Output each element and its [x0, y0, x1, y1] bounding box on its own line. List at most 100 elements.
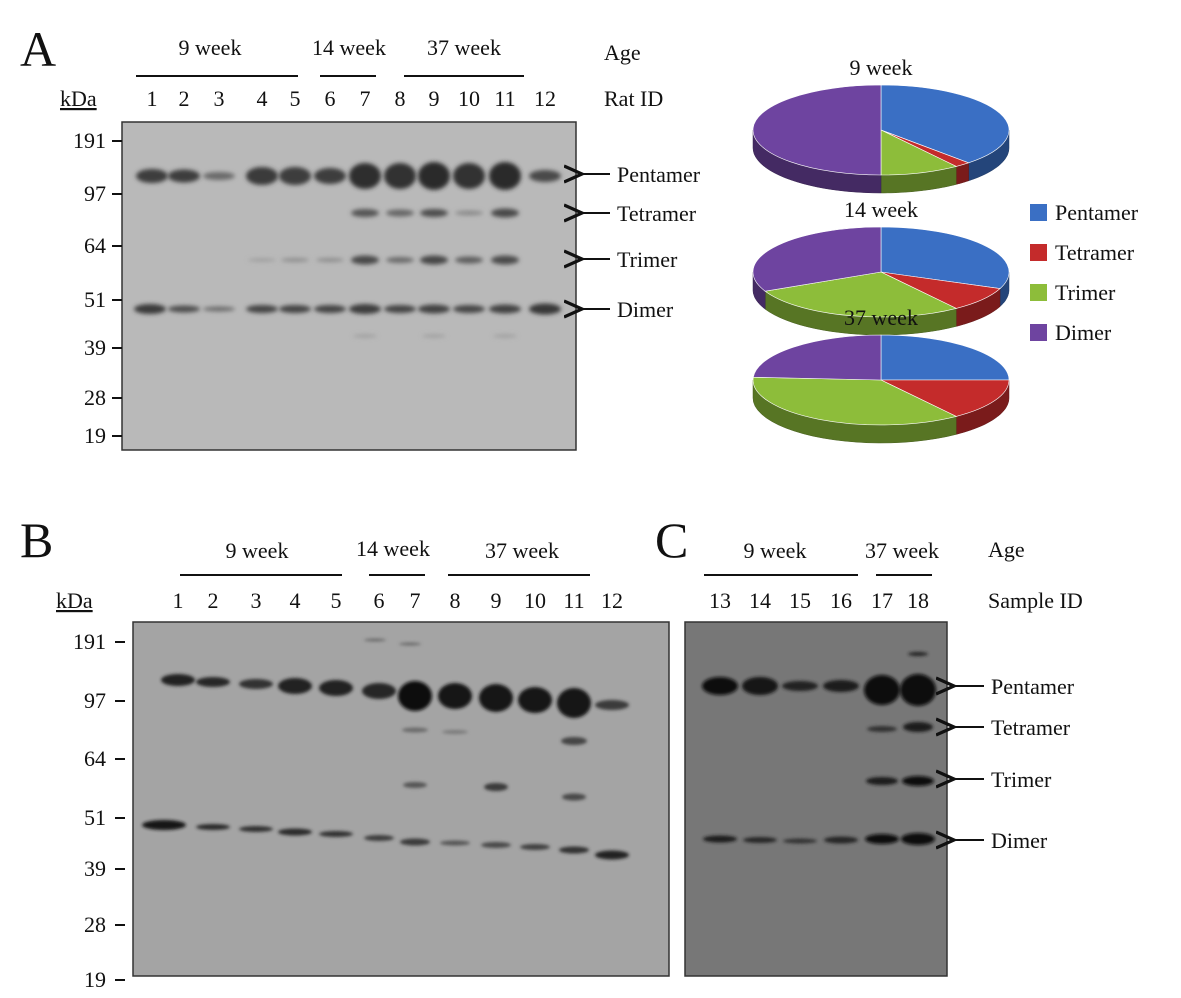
lane-number: 12 — [534, 86, 556, 111]
band-annotations: Pentamer Tetramer Trimer Dimer — [952, 674, 1075, 853]
band-label: Tetramer — [991, 715, 1071, 740]
blot-band — [278, 678, 312, 694]
lane-number: 9 — [429, 86, 440, 111]
blot-band — [319, 831, 353, 837]
blot-band — [316, 258, 344, 262]
pie-slice-pentamer — [880, 334, 1010, 381]
blot-band — [866, 777, 898, 785]
blot-band — [453, 163, 485, 189]
blot-band — [319, 680, 353, 696]
blot-band — [161, 674, 195, 686]
lane-number: 4 — [257, 86, 268, 111]
blot-band — [349, 304, 381, 314]
blot-band — [403, 782, 427, 788]
pie-slice-dimer — [752, 334, 882, 381]
blot-band — [279, 167, 311, 185]
legend-label: Tetramer — [1055, 240, 1135, 265]
lane-number: 10 — [458, 86, 480, 111]
lane-number: 8 — [450, 588, 461, 613]
molecular-weight-markers: 191 97 64 51 39 28 19 — [73, 128, 122, 448]
pie-slice-trimer — [764, 271, 958, 318]
blot-band — [248, 258, 276, 262]
pie-title: 14 week — [844, 197, 918, 222]
blot-band — [453, 305, 485, 313]
band-label: Trimer — [991, 767, 1052, 792]
legend-label: Dimer — [1055, 320, 1112, 345]
pie-title: 37 week — [844, 305, 918, 330]
blot-band — [142, 820, 186, 830]
age-label: Age — [604, 40, 641, 65]
blot-band — [364, 835, 394, 841]
blot-band — [529, 170, 561, 182]
marker-label: 191 — [73, 128, 106, 153]
marker-label: 97 — [84, 688, 106, 713]
blot-band — [442, 730, 468, 734]
blot-band — [278, 828, 312, 836]
blot-band — [743, 837, 777, 843]
marker-label: 28 — [84, 912, 106, 937]
panel-c: C 9 week 37 week Age Sample ID 13 14 15 16 1… — [655, 512, 1083, 977]
panel-b: B 9 week 14 week 37 week kDa 1 2 3 4 5 6 7 8 9 10… — [20, 512, 670, 992]
lane-number: 6 — [325, 86, 336, 111]
blot-band — [168, 169, 200, 183]
band-label: Tetramer — [617, 201, 697, 226]
blot-band — [168, 305, 200, 313]
pie-charts: 9 week 14 week 37 week — [752, 55, 1010, 444]
blot-band — [364, 638, 386, 642]
lane-number: 7 — [360, 86, 371, 111]
blot-band — [561, 737, 587, 745]
marker-label: 28 — [84, 385, 106, 410]
pie-slice-trimer — [752, 376, 958, 426]
blot-band — [557, 688, 591, 718]
blot-band — [386, 257, 414, 263]
blot-band — [823, 680, 859, 692]
blot-band — [438, 683, 472, 709]
blot-band — [384, 163, 416, 189]
pie-chart: 14 week — [752, 197, 1010, 336]
pie-legend: Pentamer Tetramer Trimer Dimer — [1030, 200, 1139, 345]
lane-number: 9 — [491, 588, 502, 613]
band-label: Dimer — [991, 828, 1048, 853]
age-label: Age — [988, 537, 1025, 562]
blot-band — [384, 305, 416, 313]
group-label: 9 week — [744, 538, 807, 563]
blot-band — [782, 681, 818, 691]
marker-label: 39 — [84, 335, 106, 360]
blot-band — [314, 305, 346, 313]
band-annotations: Pentamer Tetramer Trimer Dimer — [580, 162, 701, 322]
western-blot-b — [132, 621, 670, 977]
band-label: Pentamer — [617, 162, 701, 187]
legend-swatch — [1030, 244, 1047, 261]
pie-slice-tetramer — [880, 379, 1010, 417]
marker-label: 64 — [84, 746, 106, 771]
group-label: 14 week — [312, 35, 386, 60]
blot-band — [902, 776, 934, 786]
lane-number: 8 — [395, 86, 406, 111]
group-label: 37 week — [427, 35, 501, 60]
blot-band — [239, 679, 273, 689]
blot-band — [491, 255, 519, 265]
blot-band — [349, 163, 381, 189]
pie-slice-pentamer — [880, 226, 1010, 289]
pie-slice-dimer — [752, 226, 882, 292]
blot-band — [203, 306, 235, 312]
band-label: Pentamer — [991, 674, 1075, 699]
panel-letter: B — [20, 512, 53, 568]
blot-band — [400, 838, 430, 846]
kda-label: kDa — [60, 86, 97, 111]
blot-band — [399, 642, 421, 646]
lane-labels: 1 2 3 4 5 6 7 8 9 10 11 12 — [147, 86, 557, 111]
pie-slice-dimer — [752, 84, 882, 176]
panel-a: A 9 week 14 week 37 week Age Rat ID kDa … — [20, 21, 701, 451]
lane-number: 3 — [251, 588, 262, 613]
blot-band — [136, 169, 168, 183]
blot-band — [351, 209, 379, 217]
blot-band — [489, 162, 521, 190]
blot-band — [559, 846, 589, 854]
blot-band — [455, 256, 483, 264]
band-label: Trimer — [617, 247, 678, 272]
blot-band — [489, 304, 521, 314]
blot-bands — [142, 638, 629, 860]
blot-band — [246, 305, 278, 313]
